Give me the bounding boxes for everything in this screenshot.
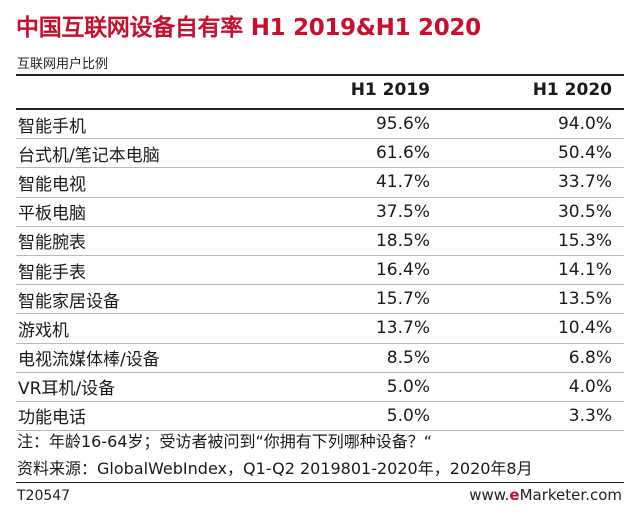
value-h1-2020: 15.3% <box>557 230 612 251</box>
row-label: 智能腕表 <box>18 233 86 254</box>
row-label: 台式机/笔记本电脑 <box>18 145 160 166</box>
value-h1-2019: 61.6% <box>375 143 430 164</box>
value-h1-2020: 33.7% <box>557 172 612 193</box>
table-row: 智能腕表 18.5% 15.3% <box>16 227 624 256</box>
column-header-h1-2019: H1 2019 <box>350 80 430 100</box>
value-h1-2020: 10.4% <box>557 318 612 339</box>
value-h1-2020: 94.0% <box>557 114 612 135</box>
row-label: 智能手机 <box>18 116 86 137</box>
page-title: 中国互联网设备自有率 H1 2019&H1 2020 <box>16 15 481 41</box>
row-label: VR耳机/设备 <box>18 379 116 400</box>
row-label: 游戏机 <box>18 320 69 341</box>
row-label: 智能家居设备 <box>18 291 120 312</box>
value-h1-2019: 41.7% <box>375 172 430 193</box>
value-h1-2020: 4.0% <box>568 376 612 397</box>
row-label: 智能电视 <box>18 174 86 195</box>
value-h1-2019: 15.7% <box>375 289 430 310</box>
table-row: 电视流媒体棒/设备 8.5% 6.8% <box>16 344 624 373</box>
value-h1-2019: 8.5% <box>386 347 430 368</box>
header-rule <box>16 108 624 110</box>
value-h1-2020: 50.4% <box>557 143 612 164</box>
page-subtitle: 互联网用户比例 <box>17 57 109 72</box>
value-h1-2020: 6.8% <box>568 347 612 368</box>
brand-prefix: www. <box>469 486 510 504</box>
value-h1-2020: 3.3% <box>568 405 612 426</box>
source-text: 资料来源：GlobalWebIndex，Q1-Q2 2019801-2020年，… <box>17 459 533 478</box>
value-h1-2019: 5.0% <box>386 376 430 397</box>
footer-rule <box>16 482 624 483</box>
column-header-h1-2020: H1 2020 <box>532 80 612 100</box>
table-row: 智能手表 16.4% 14.1% <box>16 256 624 286</box>
table-row: 功能电话 5.0% 3.3% <box>16 402 624 432</box>
row-label: 电视流媒体棒/设备 <box>18 350 160 371</box>
note-text: 注：年龄16-64岁；受访者被问到“你拥有下列哪种设备？“ <box>17 432 433 451</box>
value-h1-2019: 95.6% <box>375 114 430 135</box>
row-label: 功能电话 <box>18 408 86 429</box>
table-row: 智能电视 41.7% 33.7% <box>16 168 624 198</box>
table-row: 游戏机 13.7% 10.4% <box>16 314 624 344</box>
footer-id: T20547 <box>17 488 71 504</box>
row-label: 平板电脑 <box>18 204 86 225</box>
table-row: 智能家居设备 15.7% 13.5% <box>16 285 624 315</box>
value-h1-2020: 13.5% <box>557 289 612 310</box>
brand-suffix: .com <box>585 486 622 504</box>
value-h1-2019: 16.4% <box>375 260 430 281</box>
row-label: 智能手表 <box>18 262 86 283</box>
table-row: VR耳机/设备 5.0% 4.0% <box>16 373 624 402</box>
brand-e: e <box>509 486 520 504</box>
brand-link[interactable]: www.eMarketer.com <box>469 486 622 504</box>
value-h1-2019: 5.0% <box>386 405 430 426</box>
value-h1-2020: 30.5% <box>557 201 612 222</box>
top-rule <box>16 74 624 76</box>
brand-rest: Marketer <box>519 486 586 504</box>
table-row: 平板电脑 37.5% 30.5% <box>16 198 624 227</box>
table-row: 智能手机 95.6% 94.0% <box>16 110 624 140</box>
data-table: 智能手机 95.6% 94.0% 台式机/笔记本电脑 61.6% 50.4% 智能电视 41.… <box>16 110 624 432</box>
value-h1-2019: 13.7% <box>375 318 430 339</box>
value-h1-2019: 18.5% <box>375 230 430 251</box>
value-h1-2019: 37.5% <box>375 201 430 222</box>
value-h1-2020: 14.1% <box>557 260 612 281</box>
table-row: 台式机/笔记本电脑 61.6% 50.4% <box>16 139 624 169</box>
